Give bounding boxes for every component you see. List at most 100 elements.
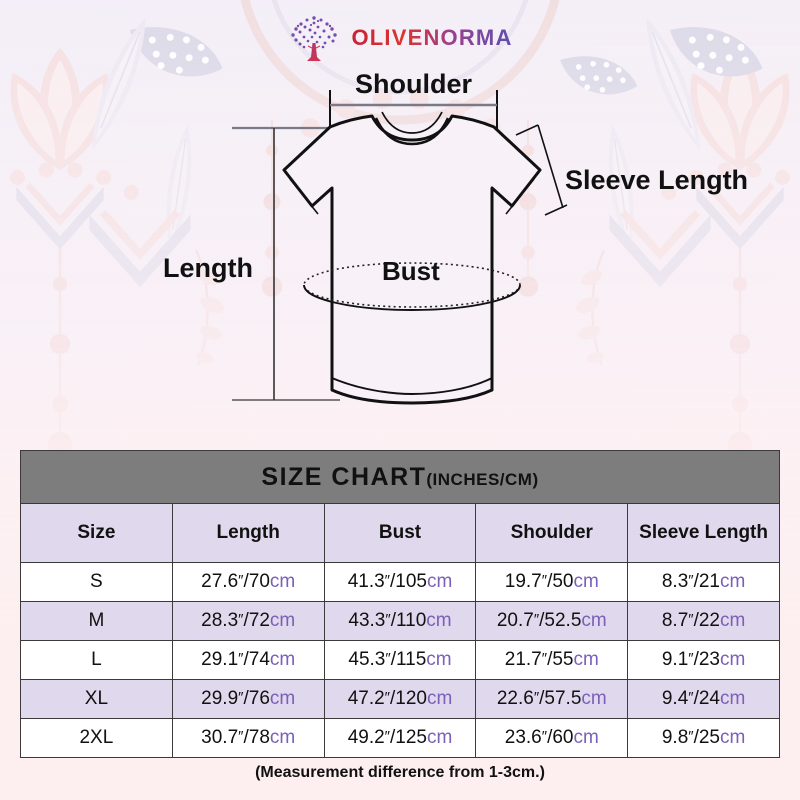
value-separator: /76 [243, 688, 270, 709]
value-inches: 47.2 [347, 688, 385, 709]
unit-cm: cm [720, 571, 746, 592]
value-separator: /78 [243, 727, 270, 748]
cell-sleeve-length: 9.4″/24cm [627, 679, 780, 719]
cell-size: L [20, 640, 173, 680]
value-separator: /50 [547, 571, 574, 592]
table-column-header-row: Size Length Bust Shoulder Sleeve Length [20, 503, 780, 563]
table-row: 2XL 30.7″/78cm 49.2″/125cm 23.6″/60cm 9.8″/2… [20, 718, 780, 758]
unit-cm: cm [720, 727, 746, 748]
bust-measure-ellipse [303, 262, 521, 311]
cell-shoulder: 19.7″/50cm [475, 562, 629, 602]
value-separator: /55 [547, 649, 574, 670]
unit-cm: cm [269, 688, 296, 709]
table-title-main: SIZE CHART [261, 462, 427, 491]
table-title-row: SIZE CHART(INCHES/CM) [20, 450, 780, 504]
table-row: S 27.6″/70cm 41.3″/105cm 19.7″/50cm 8.3″/21c… [20, 562, 780, 602]
unit-cm: cm [426, 727, 453, 748]
table-row: M 28.3″/72cm 43.3″/110cm 20.7″/52.5cm 8.7″/2… [20, 601, 780, 641]
value-separator: /115 [390, 649, 427, 670]
unit-cm: cm [269, 571, 296, 592]
inch-symbol: ″ [688, 611, 694, 628]
cell-shoulder: 21.7″/55cm [475, 640, 629, 680]
inch-symbol: ″ [688, 650, 694, 667]
unit-cm: cm [573, 571, 599, 592]
table-row: XL 29.9″/76cm 47.2″/120cm 22.6″/57.5cm 9.4″/… [20, 679, 780, 719]
cell-length: 28.3″/72cm [171, 601, 325, 641]
value-separator: /52.5 [539, 610, 582, 631]
unit-cm: cm [426, 610, 452, 631]
cell-bust: 43.3″/110cm [323, 601, 477, 641]
unit-cm: cm [573, 727, 599, 748]
value-separator: /21 [693, 571, 720, 592]
value-separator: /70 [243, 571, 270, 592]
unit-cm: cm [720, 649, 746, 670]
cell-size: 2XL [20, 718, 173, 758]
tshirt-svg [232, 90, 568, 405]
inch-symbol: ″ [384, 728, 390, 745]
inch-symbol: ″ [384, 689, 390, 706]
cell-sleeve-length: 9.8″/25cm [627, 718, 780, 758]
unit-cm: cm [581, 610, 607, 631]
cell-shoulder: 22.6″/57.5cm [475, 679, 629, 719]
value-inches: 41.3 [347, 571, 385, 592]
tshirt-outline [282, 114, 542, 405]
cell-size: S [20, 562, 173, 602]
value-inches: 23.6 [504, 727, 542, 748]
unit-cm: cm [269, 610, 296, 631]
column-header-size: Size [20, 503, 173, 563]
value-inches: 20.7 [496, 610, 534, 631]
unit-cm: cm [581, 688, 607, 709]
cell-length: 29.9″/76cm [171, 679, 325, 719]
value-separator: /125 [389, 727, 427, 748]
value-inches: 19.7 [504, 571, 542, 592]
unit-cm: cm [720, 688, 746, 709]
tshirt-cuffs [283, 169, 541, 215]
brand-logo: OLIVENORMA [0, 12, 800, 64]
cell-bust: 49.2″/125cm [323, 718, 477, 758]
label-sleeve-length: Sleeve Length [565, 165, 749, 195]
column-header-length: Length [171, 503, 325, 563]
inch-symbol: ″ [238, 650, 244, 667]
value-inches: 45.3 [348, 649, 386, 670]
tree-icon [291, 16, 338, 61]
unit-cm: cm [573, 649, 599, 670]
inch-symbol: ″ [384, 572, 390, 589]
cell-length: 27.6″/70cm [171, 562, 325, 602]
value-separator: /110 [390, 610, 427, 631]
label-shoulder: Shoulder [355, 69, 473, 99]
table-title-sub: (INCHES/CM) [426, 469, 539, 489]
value-separator: /24 [693, 688, 720, 709]
cell-sleeve-length: 9.1″/23cm [627, 640, 780, 680]
value-separator: /23 [693, 649, 720, 670]
value-inches: 9.1 [661, 649, 689, 670]
value-separator: /22 [693, 610, 720, 631]
inch-symbol: ″ [238, 611, 244, 628]
value-inches: 8.3 [661, 571, 689, 592]
value-separator: /120 [389, 688, 427, 709]
cell-bust: 47.2″/120cm [323, 679, 477, 719]
value-inches: 30.7 [201, 727, 239, 748]
value-inches: 29.9 [201, 688, 239, 709]
cell-shoulder: 23.6″/60cm [475, 718, 629, 758]
label-bust: Bust [382, 256, 440, 286]
unit-cm: cm [269, 649, 296, 670]
value-inches: 21.7 [504, 649, 542, 670]
cell-length: 30.7″/78cm [171, 718, 325, 758]
value-inches: 28.3 [201, 610, 239, 631]
measurement-footnote: (Measurement difference from 1-3cm.) [255, 764, 545, 781]
value-inches: 29.1 [201, 649, 239, 670]
cell-bust: 45.3″/115cm [323, 640, 477, 680]
cell-bust: 41.3″/105cm [323, 562, 477, 602]
unit-cm: cm [269, 727, 296, 748]
tshirt-collar [374, 111, 450, 146]
value-inches: 22.6 [496, 688, 534, 709]
cell-size: XL [20, 679, 173, 719]
unit-cm: cm [720, 610, 746, 631]
inch-symbol: ″ [238, 572, 244, 589]
value-inches: 27.6 [201, 571, 239, 592]
inch-symbol: ″ [533, 689, 540, 706]
inch-symbol: ″ [688, 728, 694, 745]
column-header-bust: Bust [323, 503, 477, 563]
value-separator: /74 [243, 649, 270, 670]
